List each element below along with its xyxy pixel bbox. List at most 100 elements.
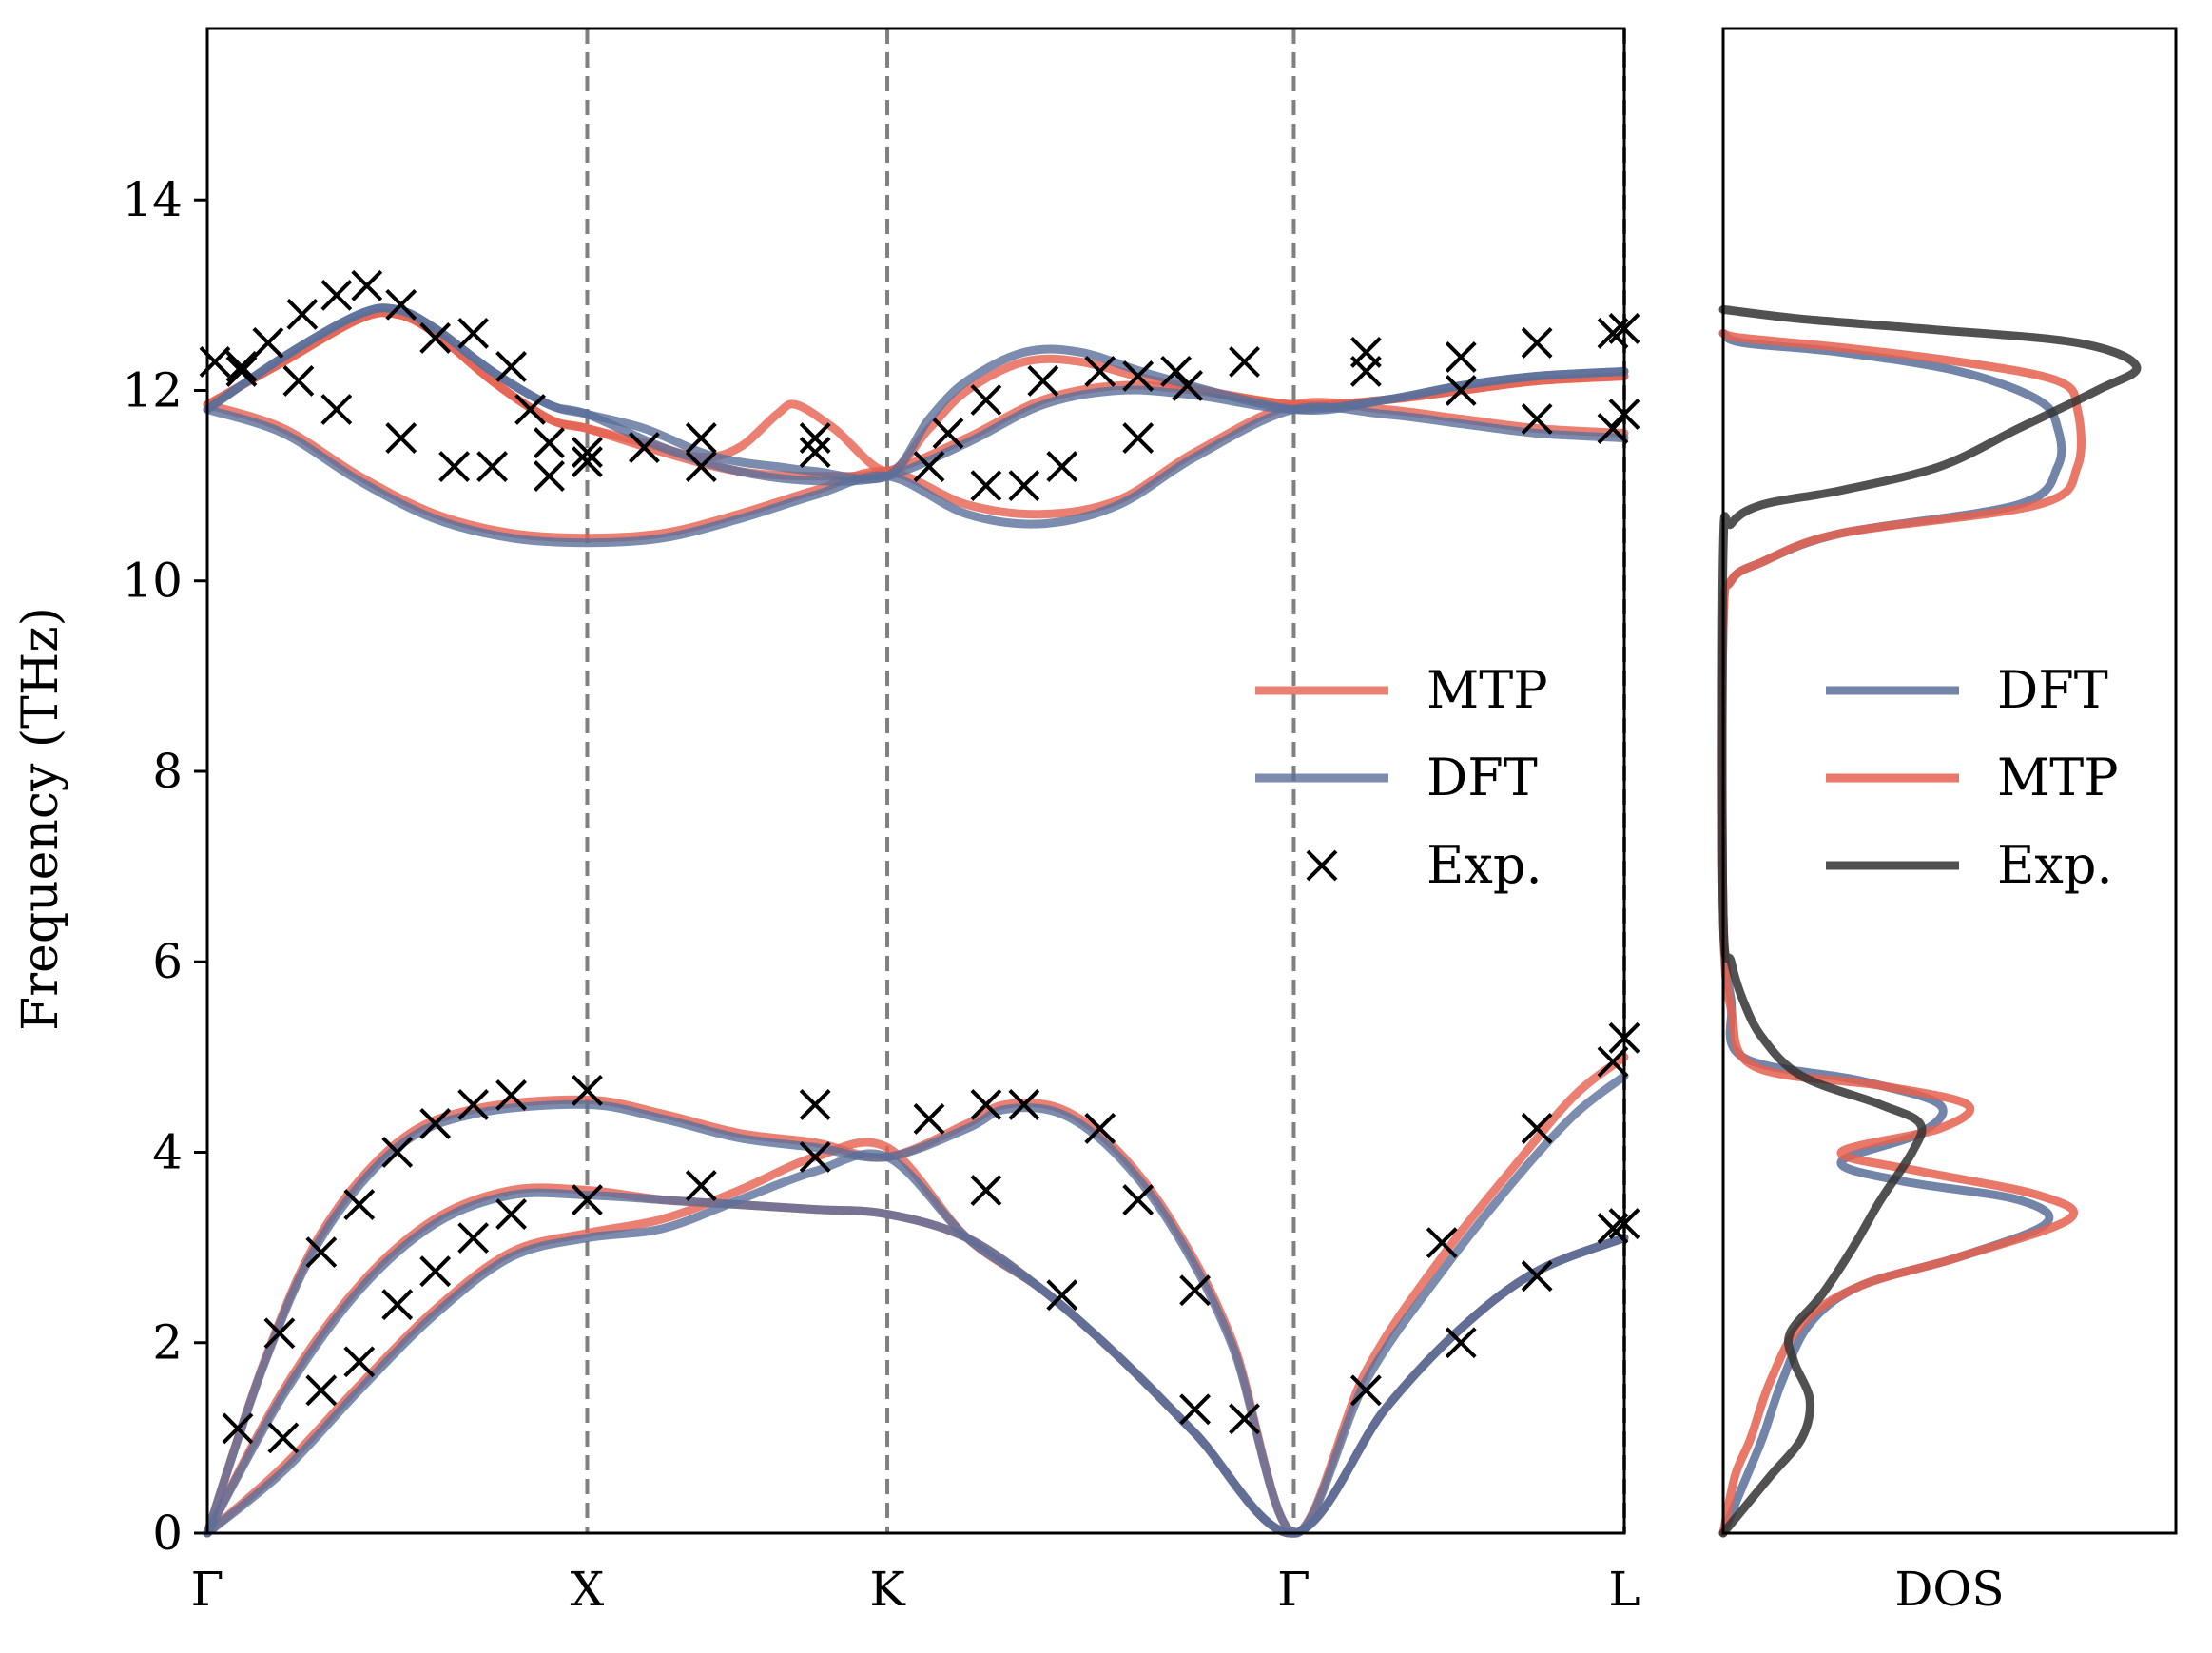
y-tick-label: 0 [152,1506,183,1561]
legend-label: DFT [1997,660,2108,720]
exp-point [1122,422,1155,454]
exp-point [263,1317,296,1350]
legend-entry: MTP [1826,748,2119,807]
exp-point [514,394,546,425]
exp-point [225,351,258,382]
exp-point [320,394,353,425]
exp-point [457,1222,490,1254]
exp-point [1084,356,1116,387]
exp-point [457,317,490,349]
exp-point [1349,337,1382,368]
exp-point [970,470,1002,502]
y-tick-label: 8 [152,744,183,799]
exp-point [572,437,603,468]
exp-point [1597,1213,1629,1245]
exp-point [685,451,717,482]
exp-point [495,1198,527,1230]
dos-frame [1721,27,2178,1535]
y-tick-label: 6 [152,934,183,989]
exp-point [351,269,383,301]
legend-label: Exp. [1426,835,1543,895]
x-tick-label: Γ [1277,1562,1310,1617]
dos-lines [1717,304,2142,1538]
exp-point [1597,413,1629,444]
exp-point [1046,1279,1078,1312]
dos-line-exp [1717,304,2142,1538]
exp-point [225,356,258,387]
y-tick-label: 4 [152,1124,183,1179]
exp-point [1229,346,1260,378]
exp-point [282,365,315,397]
exp-point [970,1175,1002,1206]
exp-point [1046,451,1078,482]
exp-point [495,351,527,382]
exp-point [534,460,565,493]
exp-point [305,1236,338,1269]
exp-point [1597,317,1629,349]
exp-point [222,1412,254,1445]
y-ticks: 0 2 4 6 8 10 12 14 [122,172,207,1561]
legend-entry: MTP [1255,660,1548,720]
exp-point [343,1346,376,1378]
exp-point [419,321,452,354]
exp-point [913,1103,945,1135]
x-tick-label: L [1608,1562,1640,1617]
y-tick-label: 14 [122,172,183,227]
exp-point [385,288,417,321]
y-tick-label: 2 [152,1315,183,1371]
exp-point [534,427,565,458]
exp-point [1160,356,1193,387]
exp-point [1084,1113,1116,1144]
exp-point [438,451,471,482]
dos-x-axis-label: DOS [1894,1562,2004,1617]
exp-point [799,437,831,468]
exp-point [1521,403,1553,435]
exp-point [799,422,831,454]
dos-panel: DOS DFT MTP Exp. [1717,27,2178,1617]
exp-point [419,1255,452,1288]
exp-point [1179,1274,1212,1307]
exp-point [572,446,603,477]
y-tick-label: 12 [122,362,183,418]
y-axis-label: Frequency (THz) [12,607,69,1031]
exp-point [286,298,319,330]
x-tick-label: X [571,1562,605,1617]
exp-point [1426,1227,1458,1259]
exp-point [199,346,231,378]
exp-point [1122,360,1155,392]
legend-entry: Exp. [1306,835,1543,895]
exp-point [343,1189,376,1220]
exp-point [267,1422,300,1454]
exp-point [381,1137,414,1168]
exp-point [932,418,964,449]
legend-label: MTP [1997,748,2119,807]
exp-point [1445,375,1477,406]
exp-point [970,384,1002,416]
dispersion-frame [205,27,1626,1535]
exp-point [628,432,660,463]
dispersion-panel: 0 2 4 6 8 10 12 14 Γ X K Γ L Frequency (THz) MTP DFT… [12,27,1640,1617]
exp-point [799,1141,831,1173]
exp-point [1179,1393,1212,1426]
exp-point [385,422,417,454]
exp-point [1008,1089,1040,1120]
branch-dft [203,1149,1629,1538]
x-tick-label: K [869,1562,906,1617]
exp-point [685,422,717,454]
exp-point [252,327,284,359]
exp-point [970,1089,1002,1120]
legend-label: Exp. [1997,835,2113,895]
y-tick-label: 10 [122,554,183,609]
dispersion-legend: MTP DFT Exp. [1255,660,1548,895]
exp-point [419,1108,452,1139]
exp-point [1597,1045,1629,1078]
exp-point [1229,1403,1260,1435]
x-tick-label: Γ [191,1562,224,1617]
branch-dft [203,1071,1629,1538]
legend-entry: DFT [1255,748,1538,807]
exp-point [1122,1184,1155,1215]
exp-point [799,1089,831,1120]
